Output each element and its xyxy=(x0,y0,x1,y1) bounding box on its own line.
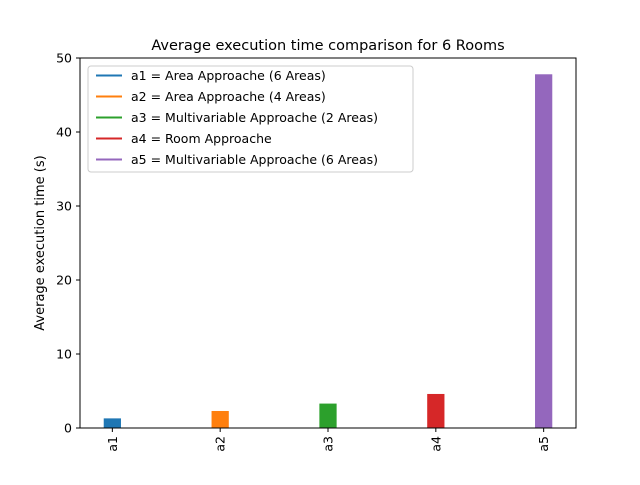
y-tick-label: 50 xyxy=(56,51,72,66)
x-tick-label: a3 xyxy=(321,436,336,452)
bars-layer xyxy=(103,74,553,428)
y-tick-label: 40 xyxy=(56,125,72,140)
y-axis-label: Average execution time (s) xyxy=(33,155,48,330)
chart-title: Average execution time comparison for 6 … xyxy=(151,38,504,54)
axes-layer: 0 10 20 30 40 50 a1 a2 a3 a4 a5 xyxy=(56,51,577,452)
legend-label: a5 = Multivariable Approache (6 Areas) xyxy=(131,152,378,167)
legend-label: a2 = Area Approache (4 Areas) xyxy=(131,89,326,104)
x-tick-label: a5 xyxy=(536,436,551,452)
legend-box xyxy=(87,65,414,173)
legend-label: a3 = Multivariable Approache (2 Areas) xyxy=(131,110,378,125)
y-tick-label: 20 xyxy=(56,273,72,288)
y-tick-label: 30 xyxy=(56,199,72,214)
legend-label: a1 = Area Approache (6 Areas) xyxy=(131,68,326,83)
y-tick-label: 0 xyxy=(64,421,72,436)
bar-a2 xyxy=(211,410,229,428)
bar-a3 xyxy=(319,403,337,428)
bar-a4 xyxy=(427,393,445,428)
x-tick-label: a4 xyxy=(428,436,443,452)
legend: a1 = Area Approache (6 Areas) a2 = Area A… xyxy=(87,65,414,173)
y-tick-label: 10 xyxy=(56,347,72,362)
x-tick-label: a2 xyxy=(213,436,228,452)
bar-a5 xyxy=(535,74,553,428)
x-tick-label: a1 xyxy=(105,436,120,452)
bar-a1 xyxy=(103,418,121,428)
legend-label: a4 = Room Approache xyxy=(131,131,272,146)
